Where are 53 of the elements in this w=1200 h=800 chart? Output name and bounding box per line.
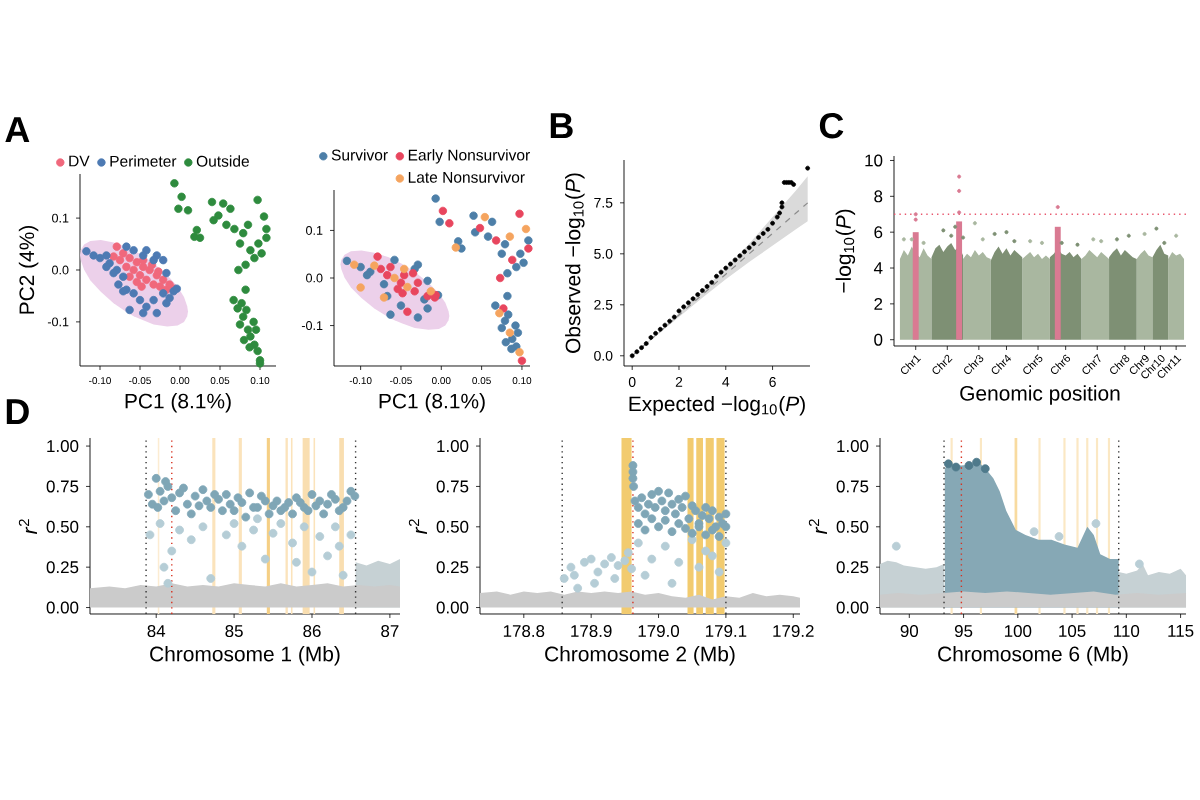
x-tick-label: 178.8 xyxy=(503,625,545,637)
y-tick-label: 0.50 xyxy=(46,520,79,533)
x-tick-label: 179.2 xyxy=(773,625,814,637)
x-axis-title: Expected −log$_{10}$(P) xyxy=(629,395,805,416)
y-tick-label: 1.00 xyxy=(47,440,79,453)
x-tick-label: 178.9 xyxy=(571,625,612,637)
x-axis-title: PC1 (8.1%) xyxy=(125,393,231,413)
y-tick-label: 0.75 xyxy=(46,480,79,493)
y-tick-label: 0.75 xyxy=(836,480,869,493)
y-axis-title: Observed −log$_{10}$(P) xyxy=(565,173,585,353)
y-tick-label: 1.00 xyxy=(837,440,869,453)
x-tick-label: 84 xyxy=(147,625,166,637)
y-tick-label: 0 xyxy=(874,333,883,346)
y-tick-label: 8 xyxy=(874,190,883,203)
y-axis-title: r$^{2}$ xyxy=(808,519,827,535)
y-tick-label: 10 xyxy=(865,154,883,167)
y-tick-label: 0.25 xyxy=(46,561,79,574)
y-tick-label: 0.00 xyxy=(46,601,79,614)
y-tick-label: 0.25 xyxy=(436,561,469,574)
chart-title: A xyxy=(5,117,30,143)
chart-title: C xyxy=(819,112,844,139)
y-tick-label: 0.50 xyxy=(436,520,469,533)
x-tick-label: 90 xyxy=(900,625,919,637)
chart-title: B xyxy=(550,113,573,139)
y-tick-label: 4 xyxy=(873,262,883,274)
y-axis-title: r$^{2}$ xyxy=(408,519,427,535)
x-axis-title: Chromosome 6 (Mb) xyxy=(938,646,1128,666)
y-tick-label: 6 xyxy=(874,226,883,239)
chart-title: D xyxy=(6,399,29,425)
x-tick-label: 95 xyxy=(954,625,973,637)
x-axis-title: PC1 (8.1%) xyxy=(379,393,485,413)
x-tick-label: 86 xyxy=(303,625,321,637)
y-tick-label: 0.50 xyxy=(836,520,869,533)
x-axis-title: Chromosome 1 (Mb) xyxy=(150,646,340,666)
x-tick-label: 179.1 xyxy=(705,625,747,637)
y-axis-title: r$^{2}$ xyxy=(18,519,37,535)
x-tick-label: 105 xyxy=(1059,625,1086,637)
y-tick-label: 0.00 xyxy=(436,601,469,614)
y-tick-label: 1.00 xyxy=(437,440,469,453)
y-tick-label: 2 xyxy=(874,297,883,310)
x-tick-label: 85 xyxy=(225,625,243,637)
x-axis-title: Chromosome 2 (Mb) xyxy=(545,646,735,666)
y-tick-label: 0.75 xyxy=(436,480,469,493)
y-axis-title: −log$_{10}$(P) xyxy=(835,209,856,293)
y-tick-label: 0.25 xyxy=(836,561,869,574)
x-tick-label: 87 xyxy=(381,625,399,637)
x-axis-title: Genomic position xyxy=(960,385,1120,405)
x-tick-label: 179.0 xyxy=(638,625,680,637)
x-tick-label: 110 xyxy=(1114,625,1140,637)
x-tick-label: 100 xyxy=(1004,625,1032,637)
y-axis-title: PC2 (4%) xyxy=(18,225,39,314)
x-tick-label: 115 xyxy=(1168,625,1194,637)
y-tick-label: 0.00 xyxy=(836,601,869,614)
